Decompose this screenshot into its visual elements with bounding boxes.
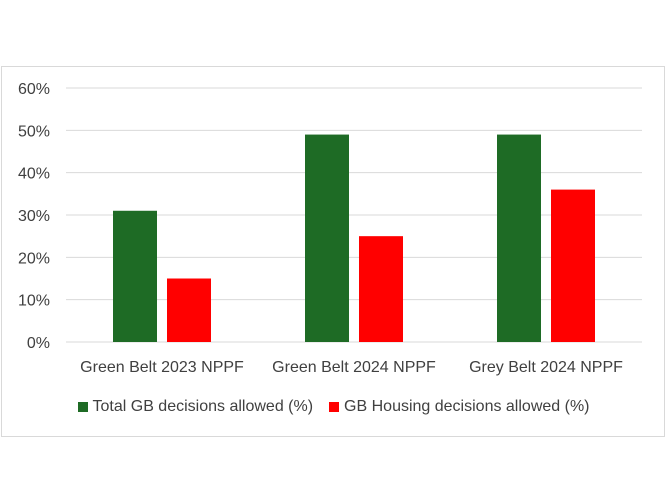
y-tick-label: 60% — [18, 81, 50, 98]
y-tick-label: 30% — [18, 208, 50, 225]
legend-item-total: Total GB decisions allowed (%) — [77, 398, 314, 416]
bar-housing — [551, 189, 595, 342]
y-tick-label: 50% — [18, 123, 50, 140]
x-tick-label: Grey Belt 2024 NPPF — [469, 359, 623, 376]
bar-housing — [359, 236, 403, 342]
legend-item-housing: GB Housing decisions allowed (%) — [329, 398, 590, 416]
bar-housing — [167, 278, 211, 342]
x-tick-label: Green Belt 2023 NPPF — [80, 359, 244, 376]
y-tick-label: 10% — [18, 293, 50, 310]
legend-swatch-total — [77, 402, 88, 412]
y-tick-label: 40% — [18, 166, 50, 183]
legend-swatch-housing — [329, 402, 340, 412]
legend: Total GB decisions allowed (%) GB Housin… — [0, 398, 667, 416]
legend-label-total: Total GB decisions allowed (%) — [92, 398, 314, 415]
bar-total — [113, 210, 157, 342]
y-tick-label: 20% — [18, 250, 50, 267]
legend-label-housing: GB Housing decisions allowed (%) — [344, 398, 590, 415]
y-tick-label: 0% — [27, 335, 50, 352]
x-tick-label: Green Belt 2024 NPPF — [272, 359, 436, 376]
bar-total — [497, 134, 541, 342]
bar-total — [305, 134, 349, 342]
